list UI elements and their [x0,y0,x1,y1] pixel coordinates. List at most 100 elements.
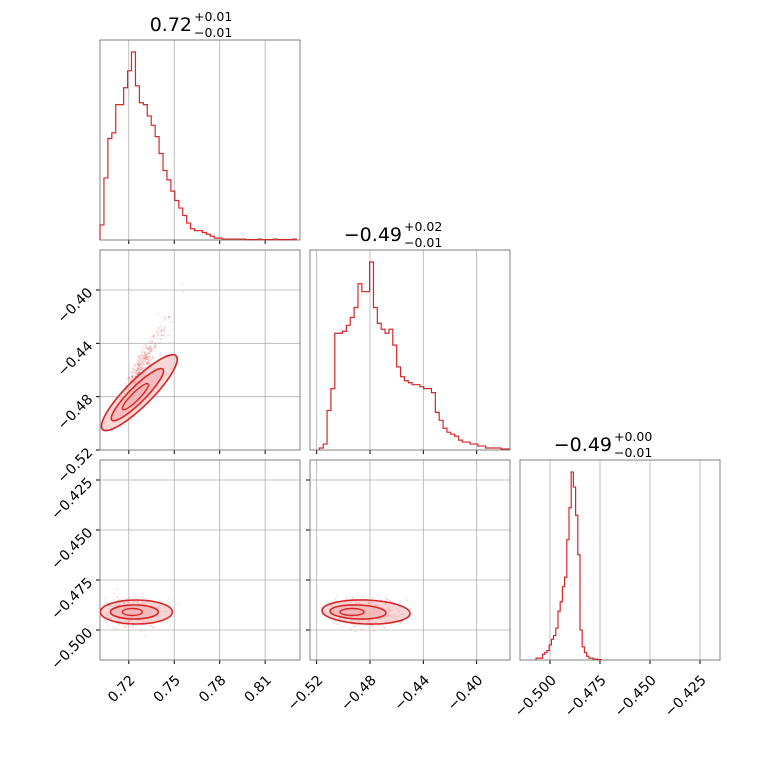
scatter-point [351,596,354,599]
scatter-point [173,607,175,610]
scatter-point [139,358,142,361]
scatter-point [141,361,144,364]
scatter-point [162,329,165,331]
scatter-point [164,336,166,339]
scatter-point [144,355,147,358]
scatter-point [351,597,354,600]
scatter-point [141,592,144,595]
scatter-point [143,351,146,353]
scatter-point [147,347,150,350]
scatter-point [158,342,160,345]
scatter-point [139,363,142,366]
scatter-point [163,327,165,329]
density-layer [321,594,413,633]
x-tick-label: 0.81 [242,672,275,705]
scatter-point [141,368,144,371]
scatter-point [134,375,136,378]
scatter-point [156,331,159,334]
scatter-point [345,595,348,598]
scatter-point [135,369,138,372]
scatter-point [137,364,140,367]
scatter-point [169,315,171,318]
scatter-point [96,624,98,626]
scatter-point [126,379,129,381]
scatter-point [141,367,144,369]
scatter-point [135,369,138,372]
scatter-point [142,363,145,366]
scatter-point [360,628,363,631]
scatter-point [148,340,151,343]
scatter-point [138,363,141,365]
scatter-point [149,349,152,352]
scatter-point [152,357,155,359]
scatter-point [390,624,393,627]
scatter-point [149,352,152,355]
scatter-point [160,331,163,334]
scatter-point [133,364,136,367]
scatter-point [147,359,150,362]
scatter-point [152,340,155,343]
x-tick-label: −0.450 [612,672,660,720]
x-tick-label: 0.78 [196,672,229,705]
scatter-point [153,344,156,347]
scatter-point [146,357,149,360]
scatter-point [133,593,136,596]
x-tick-label: −0.52 [285,672,327,714]
scatter-point [140,347,143,350]
scatter-point [140,630,143,633]
scatter-point [137,372,140,374]
scatter-point [151,358,154,360]
scatter-point [148,345,151,348]
panel-frame [99,39,301,241]
scatter-point [353,624,356,627]
scatter-point [151,340,153,343]
scatter-point [177,603,180,606]
scatter-point [128,377,131,380]
scatter-point [139,362,142,365]
scatter-point [146,363,148,366]
scatter-point [85,617,87,619]
scatter-point [146,356,148,359]
scatter-point [119,598,122,601]
scatter-point [135,372,137,375]
panel-title-lower: −0.01 [194,25,232,40]
scatter-point [152,335,155,337]
scatter-point [132,626,135,629]
scatter-point [122,623,124,626]
scatter-point [105,621,108,624]
scatter-point [144,634,147,637]
histogram-0 [99,51,297,241]
scatter-point [125,626,128,629]
scatter-point [148,350,150,353]
scatter-point [143,354,146,357]
scatter-point [152,626,155,629]
scatter-point [132,376,134,379]
scatter-point [137,360,140,363]
scatter-point [155,337,158,340]
scatter-point [146,352,149,355]
scatter-point [141,596,144,598]
scatter-point [137,367,139,370]
scatter-point [124,624,126,627]
scatter-point [134,370,137,373]
scatter-point [150,356,153,359]
scatter-point [181,282,183,285]
x-tick-label: −0.475 [562,672,610,720]
panel-title-lower: −0.01 [614,445,652,460]
scatter-point [147,363,149,366]
scatter-point [158,327,161,330]
scatter-point [142,357,145,360]
scatter-point [138,357,140,359]
scatter-point [151,348,154,351]
y-tick-label: −0.450 [48,525,96,573]
scatter-point [148,355,151,358]
scatter-point [144,358,146,361]
scatter-point [376,625,379,628]
scatter-point [388,598,390,601]
scatter-point [152,335,155,337]
panel-frame [99,249,301,451]
scatter-point [147,356,149,358]
scatter-point [152,626,155,629]
scatter-point [141,361,143,364]
scatter-point [137,364,139,367]
